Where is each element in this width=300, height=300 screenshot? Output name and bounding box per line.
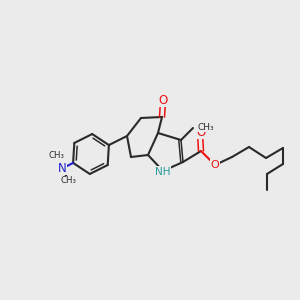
Text: NH: NH	[155, 167, 171, 177]
Text: O: O	[196, 125, 206, 139]
Text: O: O	[211, 160, 219, 170]
Text: CH₃: CH₃	[48, 151, 64, 160]
Text: CH₃: CH₃	[197, 122, 214, 131]
Text: CH₃: CH₃	[61, 176, 76, 185]
Text: N: N	[58, 162, 67, 175]
Text: O: O	[158, 94, 168, 106]
